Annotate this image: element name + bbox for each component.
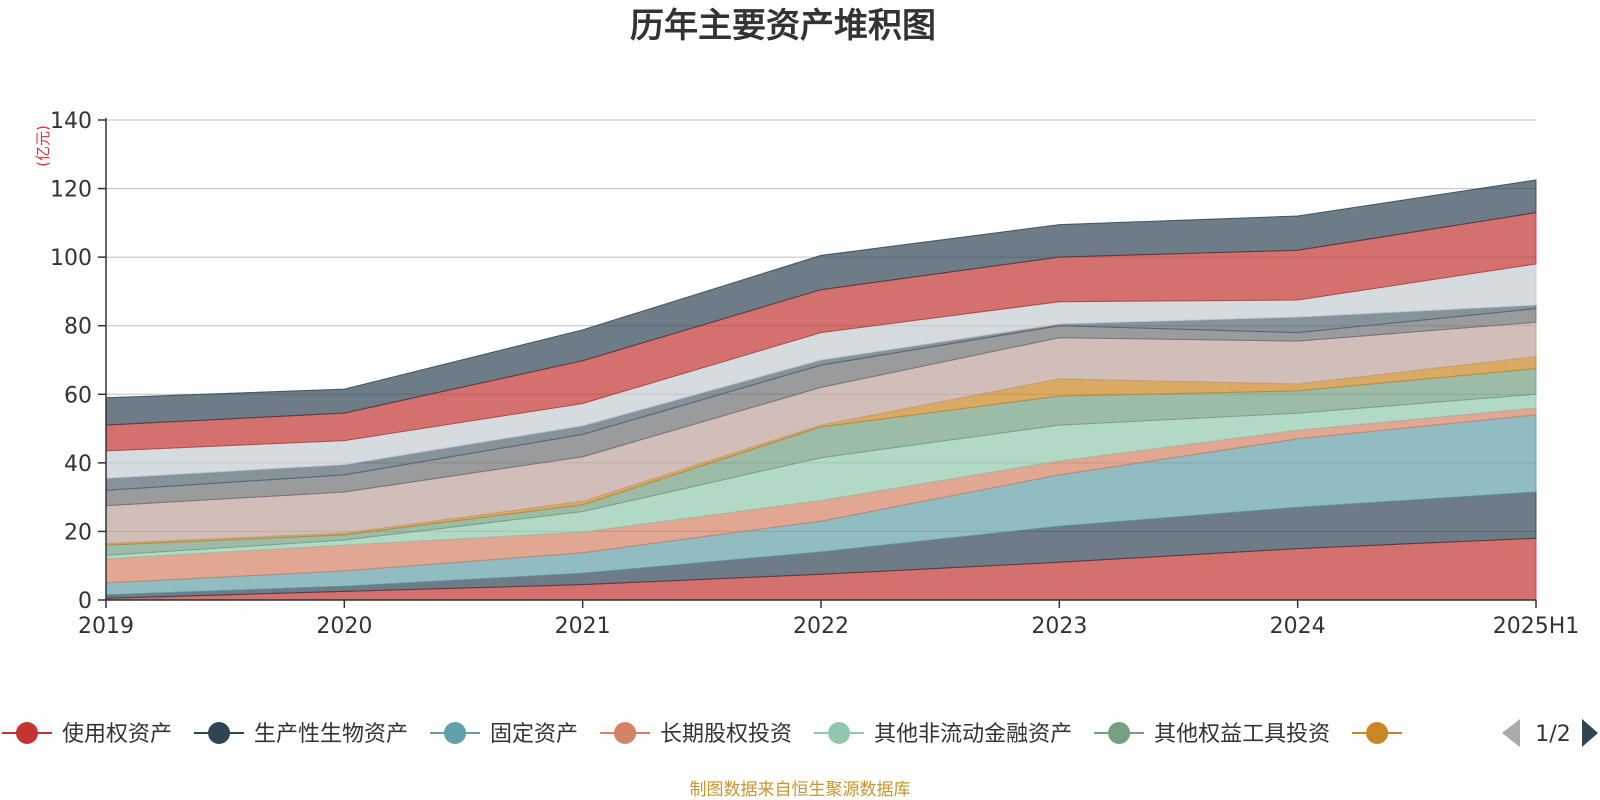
x-tick-label: 2025H1	[1493, 614, 1580, 639]
legend-item[interactable]: 使用权资产	[2, 722, 172, 747]
x-tick-label: 2024	[1270, 614, 1326, 639]
y-tick-label: 80	[64, 315, 92, 340]
x-tick-label: 2023	[1031, 614, 1087, 639]
area-series-group	[105, 179, 1537, 601]
legend-circle-icon	[1366, 722, 1389, 744]
y-unit-label: (亿元)	[34, 125, 52, 167]
axes: 0 20 40 60 80 100 120 140 2019 2020 2021 2022 2023 20…	[50, 109, 1579, 639]
legend-circle-icon	[208, 722, 231, 744]
legend-item[interactable]: 固定资产	[430, 722, 578, 747]
legend-circle-icon	[614, 722, 637, 744]
legend-label: 使用权资产	[62, 722, 172, 747]
y-tick-label: 60	[64, 383, 92, 408]
y-tick-label: 100	[50, 246, 92, 271]
x-tick-label: 2021	[555, 614, 611, 639]
legend-item[interactable]: 生产性生物资产	[194, 722, 408, 747]
area-series-13	[105, 179, 1537, 426]
y-tick-label: 140	[50, 109, 92, 134]
legend: 使用权资产 生产性生物资产 固定资产 长期股权投资 其他非流动金融资产 其他权益工具投资 1…	[2, 719, 1598, 747]
legend-item[interactable]	[1352, 722, 1403, 744]
triangle-right-icon[interactable]	[1582, 719, 1598, 747]
legend-page-indicator: 1/2	[1535, 722, 1570, 747]
legend-item[interactable]: 长期股权投资	[600, 722, 792, 747]
y-tick-label: 20	[64, 520, 92, 545]
legend-item[interactable]: 其他非流动金融资产	[814, 722, 1072, 747]
legend-label: 生产性生物资产	[254, 722, 408, 747]
y-tick-label: 120	[50, 178, 92, 203]
y-tick-label: 0	[78, 589, 92, 614]
x-tick-label: 2022	[793, 614, 849, 639]
legend-pager: 1/2	[1502, 719, 1598, 747]
legend-circle-icon	[828, 722, 851, 744]
data-source-note: 制图数据来自恒生聚源数据库	[690, 780, 911, 800]
legend-item[interactable]: 其他权益工具投资	[1094, 722, 1330, 747]
legend-label: 固定资产	[490, 722, 578, 747]
triangle-left-icon[interactable]	[1502, 719, 1520, 747]
x-tick-label: 2019	[78, 614, 134, 639]
x-tick-label: 2020	[316, 614, 372, 639]
y-tick-label: 40	[64, 452, 92, 477]
legend-circle-icon	[16, 722, 38, 744]
legend-label: 长期股权投资	[660, 722, 792, 747]
legend-circle-icon	[444, 722, 467, 744]
chart-title: 历年主要资产堆积图	[630, 6, 936, 46]
legend-label: 其他非流动金融资产	[874, 722, 1072, 747]
legend-label: 其他权益工具投资	[1154, 722, 1330, 747]
legend-circle-icon	[1108, 722, 1131, 744]
